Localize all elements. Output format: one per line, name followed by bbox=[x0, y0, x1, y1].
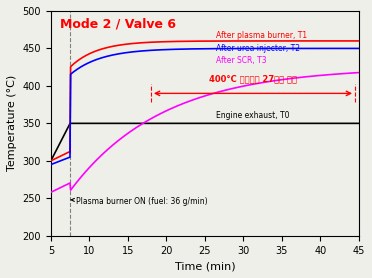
Text: After urea injecter, T2: After urea injecter, T2 bbox=[217, 44, 301, 53]
Text: After plasma burner, T1: After plasma burner, T1 bbox=[217, 31, 308, 40]
Text: 400°C 이상에서 27분간 노요: 400°C 이상에서 27분간 노요 bbox=[209, 74, 297, 83]
Text: Mode 2 / Valve 6: Mode 2 / Valve 6 bbox=[60, 18, 176, 31]
X-axis label: Time (min): Time (min) bbox=[174, 261, 235, 271]
Text: Plasma burner ON (fuel: 36 g/min): Plasma burner ON (fuel: 36 g/min) bbox=[71, 197, 208, 206]
Text: After SCR, T3: After SCR, T3 bbox=[217, 56, 267, 65]
Y-axis label: Temperature (°C): Temperature (°C) bbox=[7, 75, 17, 172]
Text: Engine exhaust, T0: Engine exhaust, T0 bbox=[217, 111, 290, 120]
